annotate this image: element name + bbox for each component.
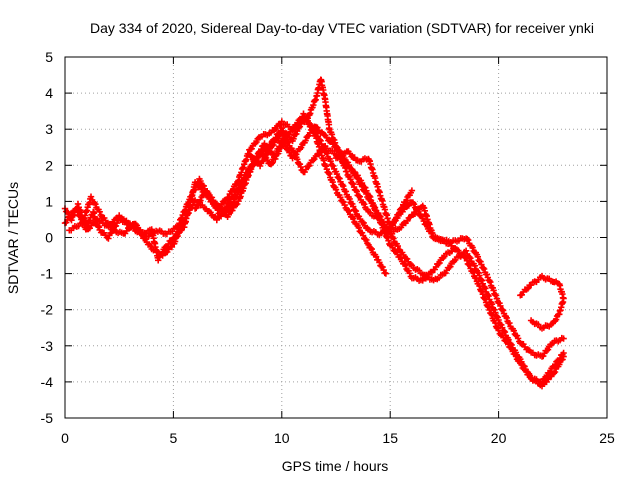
series-track-5: [246, 130, 567, 386]
y-tick-label: -5: [41, 410, 54, 426]
series-track-1: [61, 110, 390, 277]
series-track-4: [191, 123, 567, 390]
y-tick-label: 3: [45, 121, 53, 137]
x-tick-labels: 0 5 10 15 20 25: [61, 430, 615, 446]
y-tick-label: 2: [45, 157, 53, 173]
axis-ticks: [64, 56, 608, 419]
y-tick-label: 5: [45, 49, 53, 65]
y-tick-label: -1: [41, 266, 54, 282]
y-tick-labels: -5 -4 -3 -2 -1 0 1 2 3 4 5: [41, 49, 54, 426]
series-track-7: [517, 272, 567, 332]
y-tick-label: -2: [41, 302, 54, 318]
x-axis-label: GPS time / hours: [282, 458, 389, 474]
x-tick-label: 15: [382, 430, 398, 446]
chart-title: Day 334 of 2020, Sidereal Day-to-day VTE…: [90, 20, 594, 36]
series-track-6: [332, 148, 567, 360]
y-tick-label: -3: [41, 338, 54, 354]
y-tick-label: -4: [41, 374, 54, 390]
x-tick-label: 20: [491, 430, 507, 446]
x-tick-label: 0: [61, 430, 69, 446]
series-markers: [517, 272, 567, 332]
y-tick-label: 0: [45, 230, 53, 246]
data-points: [61, 76, 567, 390]
y-axis-label: SDTVAR / TECUs: [5, 182, 21, 294]
y-tick-label: 1: [45, 193, 53, 209]
series-markers: [61, 110, 390, 277]
series-markers: [332, 148, 567, 360]
y-tick-label: 4: [45, 85, 53, 101]
series-markers: [246, 130, 567, 386]
x-tick-label: 25: [599, 430, 615, 446]
series-markers: [191, 123, 567, 390]
x-tick-label: 5: [170, 430, 178, 446]
x-tick-label: 10: [274, 430, 290, 446]
